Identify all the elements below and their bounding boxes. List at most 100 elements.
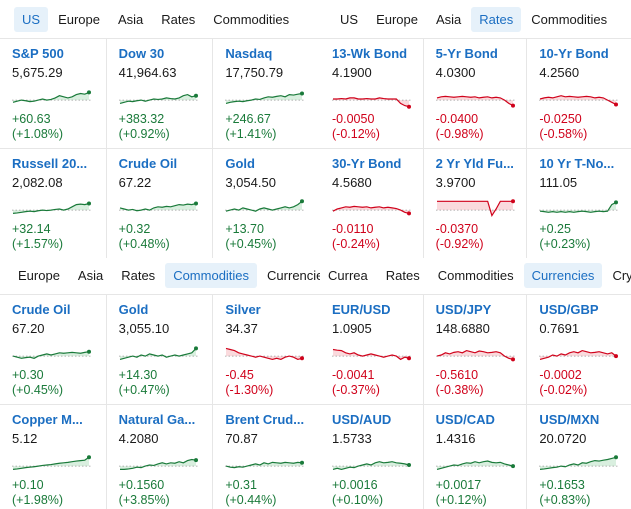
quote-change-percent: (+0.45%) — [225, 237, 277, 251]
quote-change: -0.0110 — [332, 222, 374, 236]
quote-price: 0.7691 — [539, 321, 580, 336]
quote-card[interactable]: EUR/USD 1.0905 -0.0041 (-0.37%) — [320, 294, 424, 404]
tab-rates[interactable]: Rates — [121, 267, 156, 283]
sparkline-last-point — [193, 201, 198, 206]
tab-currencies[interactable]: Currencies — [523, 262, 603, 288]
quote-name[interactable]: 10-Yr Bond — [539, 46, 609, 61]
quote-card[interactable]: Natural Ga... 4.2080 +0.1560 (+3.85%) — [106, 404, 214, 509]
quote-price: 111.05 — [539, 175, 578, 190]
quote-card[interactable]: Crude Oil 67.20 +0.30 (+0.45%) — [0, 294, 107, 404]
quote-name[interactable]: 10 Yr T-No... — [539, 156, 615, 171]
sparkline-chart — [12, 90, 92, 103]
tab-asia[interactable]: Asia — [77, 267, 104, 283]
quote-name[interactable]: 2 Yr Yld Fu... — [435, 156, 514, 171]
quote-change-percent: (-0.98%) — [435, 127, 484, 141]
sparkline-area — [119, 348, 196, 360]
tab-cryptocurrencies[interactable]: Cryptocu — [612, 267, 631, 283]
quote-card[interactable]: 5-Yr Bond 4.0300 -0.0400 (-0.98%) — [423, 38, 528, 148]
quote-change-percent: (+1.08%) — [12, 127, 64, 141]
tab-us[interactable]: US — [14, 6, 49, 32]
tab-commodities[interactable]: Commodities — [531, 11, 608, 27]
tab-commodities[interactable]: Commodities — [437, 267, 514, 283]
quote-name[interactable]: USD/GBP — [539, 302, 599, 317]
quote-name[interactable]: 30-Yr Bond — [332, 156, 402, 171]
quote-name[interactable]: 13-Wk Bond — [332, 46, 408, 61]
quote-change: -0.0050 — [332, 112, 375, 126]
sparkline-area — [226, 348, 303, 360]
quote-card[interactable]: Russell 20... 2,082.08 +32.14 (+1.57%) — [0, 148, 107, 258]
quote-name[interactable]: Brent Crud... — [225, 412, 305, 427]
quote-card[interactable]: 13-Wk Bond 4.1900 -0.0050 (-0.12%) — [320, 38, 424, 148]
quote-change-percent: (-0.37%) — [332, 383, 380, 397]
quote-card[interactable]: Nasdaq 17,750.79 +246.67 (+1.41%) — [213, 38, 320, 148]
sparkline-last-point — [614, 102, 619, 107]
tab-rates[interactable]: Rates — [161, 11, 196, 27]
sparkline-last-point — [407, 104, 411, 109]
quote-card[interactable]: USD/MXN 20.0720 +0.1653 (+0.83%) — [527, 404, 631, 509]
quote-name[interactable]: Dow 30 — [118, 46, 165, 61]
quote-name[interactable]: USD/AUD — [332, 412, 392, 427]
tab-commodities[interactable]: Commodities — [213, 11, 290, 27]
quote-change-percent: (+0.10%) — [332, 493, 384, 507]
tab-us[interactable]: US — [340, 11, 359, 27]
quote-card[interactable]: USD/GBP 0.7691 -0.0002 (-0.02%) — [527, 294, 631, 404]
quote-card[interactable]: Brent Crud... 70.87 +0.31 (+0.44%) — [213, 404, 320, 509]
quote-card[interactable]: USD/JPY 148.6880 -0.5610 (-0.38%) — [423, 294, 528, 404]
quote-price: 4.1900 — [332, 65, 372, 80]
tab-asia[interactable]: Asia — [435, 11, 462, 27]
quote-change-percent: (-0.12%) — [332, 127, 380, 141]
tab-currencies[interactable]: Currencies — [267, 267, 320, 283]
quote-card[interactable]: S&P 500 5,675.29 +60.63 (+1.08%) — [0, 38, 107, 148]
quote-name[interactable]: USD/MXN — [539, 412, 600, 427]
quote-card[interactable]: Dow 30 41,964.63 +383.32 (+0.92%) — [106, 38, 214, 148]
quote-name[interactable]: S&P 500 — [12, 46, 64, 61]
quote-price: 34.37 — [225, 321, 258, 336]
quote-change: +0.0017 — [435, 478, 482, 492]
tab-europe[interactable]: Europe — [18, 267, 60, 283]
sparkline-chart — [332, 205, 412, 216]
quote-name[interactable]: Silver — [225, 302, 261, 317]
tab-rates[interactable]: Rates — [471, 6, 522, 32]
tab-europe[interactable]: Europe — [58, 11, 100, 27]
sparkline-chart — [118, 458, 199, 470]
sparkline-area — [436, 350, 513, 360]
quote-name[interactable]: Russell 20... — [12, 156, 88, 171]
tab-rates[interactable]: Rates — [385, 267, 420, 283]
quote-change: +0.25 — [539, 222, 571, 236]
tab-commodities[interactable]: Commodities — [165, 262, 258, 288]
sparkline-area — [540, 202, 617, 213]
quote-name[interactable]: Crude Oil — [12, 302, 71, 317]
quote-card[interactable]: Copper M... 5.12 +0.10 (+1.98%) — [0, 404, 107, 509]
quote-name[interactable]: Nasdaq — [225, 46, 273, 61]
quote-name[interactable]: Natural Ga... — [118, 412, 196, 427]
quote-name[interactable]: Gold — [118, 302, 149, 317]
quote-name[interactable]: Copper M... — [12, 412, 83, 427]
quote-card[interactable]: 10 Yr T-No... 111.05 +0.25 (+0.23%) — [527, 148, 631, 258]
quote-name[interactable]: USD/JPY — [435, 302, 492, 317]
quote-name[interactable]: USD/CAD — [435, 412, 495, 427]
quote-name[interactable]: Crude Oil — [118, 156, 178, 171]
sparkline-area — [540, 350, 617, 360]
tab-currencies-truncated[interactable]: Currea — [328, 267, 368, 283]
quote-card[interactable]: Crude Oil 67.22 +0.32 (+0.48%) — [106, 148, 214, 258]
quote-change: +32.14 — [12, 222, 51, 236]
sparkline-line — [436, 349, 513, 360]
tab-europe[interactable]: Europe — [376, 11, 418, 27]
quote-card[interactable]: USD/CAD 1.4316 +0.0017 (+0.12%) — [423, 404, 528, 509]
quote-card[interactable]: Gold 3,054.50 +13.70 (+0.45%) — [213, 148, 320, 258]
quote-card[interactable]: Silver 34.37 -0.45 (-1.30%) — [213, 294, 320, 404]
sparkline-last-point — [407, 211, 411, 216]
quote-card[interactable]: 2 Yr Yld Fu... 3.9700 -0.0370 (-0.92%) — [423, 148, 528, 258]
quote-name[interactable]: EUR/USD — [332, 302, 391, 317]
quote-card[interactable]: 10-Yr Bond 4.2560 -0.0250 (-0.58%) — [527, 38, 631, 148]
sparkline-line — [12, 91, 90, 103]
quote-name[interactable]: Gold — [225, 156, 255, 171]
sparkline-line — [226, 347, 303, 361]
tab-asia[interactable]: Asia — [117, 11, 144, 27]
quote-card[interactable]: 30-Yr Bond 4.5680 -0.0110 (-0.24%) — [320, 148, 424, 258]
quote-card[interactable]: USD/AUD 1.5733 +0.0016 (+0.10%) — [320, 404, 424, 509]
quote-card[interactable]: Gold 3,055.10 +14.30 (+0.47%) — [106, 294, 214, 404]
sparkline-last-point — [193, 346, 198, 351]
quote-change-percent: (-0.24%) — [332, 237, 380, 251]
quote-name[interactable]: 5-Yr Bond — [435, 46, 498, 61]
